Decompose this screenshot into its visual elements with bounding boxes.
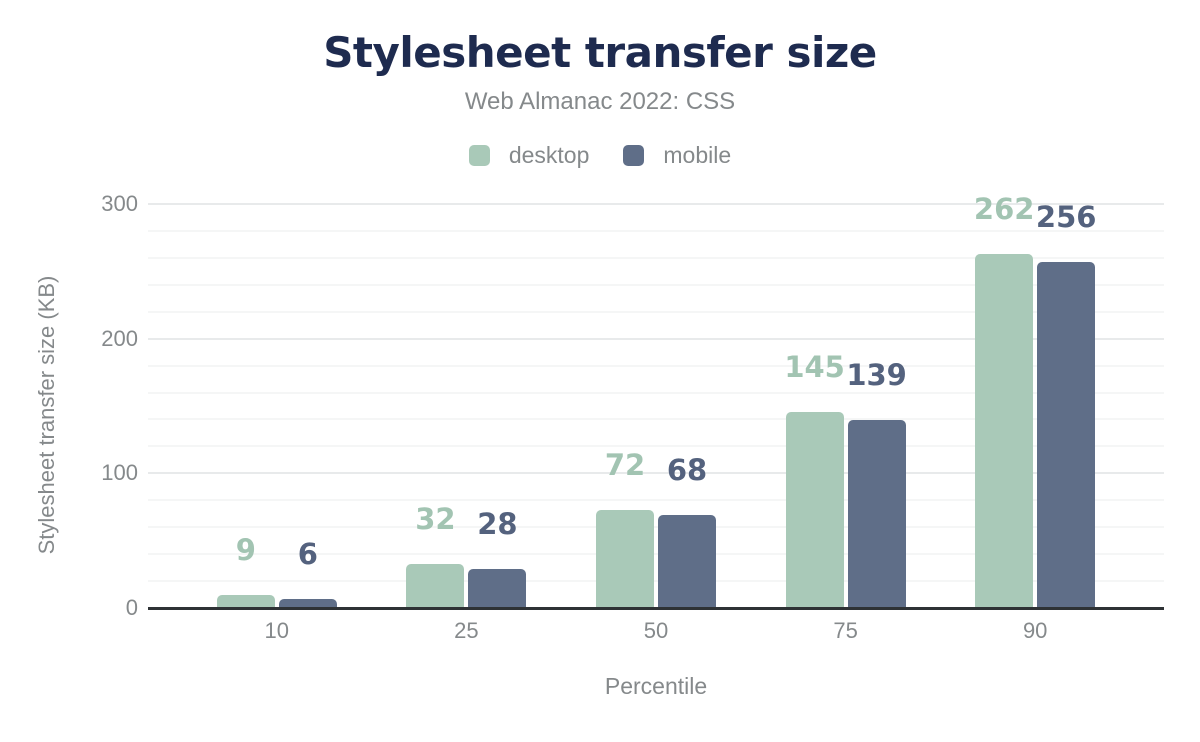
chart-title: Stylesheet transfer size <box>323 28 877 77</box>
chart-subtitle: Web Almanac 2022: CSS <box>464 88 736 115</box>
legend-item-desktop: desktop <box>468 142 590 169</box>
bar-mobile-p75 <box>847 420 906 607</box>
bar-value-desktop-p25: 32 <box>415 502 456 536</box>
x-tick-label: 90 <box>1022 618 1048 643</box>
y-tick-label: 200 <box>101 325 138 351</box>
y-axis-title: Stylesheet transfer size (KB) <box>34 275 59 555</box>
legend-swatch-desktop-icon <box>468 145 490 166</box>
x-tick-label: 10 <box>264 618 290 643</box>
x-tick-label: 50 <box>643 618 669 643</box>
y-tick-label: 100 <box>101 460 138 486</box>
y-tick-label: 300 <box>101 191 138 216</box>
minor-gridline <box>148 418 1164 421</box>
major-gridline <box>148 337 1164 340</box>
minor-gridline <box>148 580 1164 583</box>
bar-value-mobile-p10: 6 <box>297 537 318 571</box>
minor-gridline <box>148 283 1164 286</box>
bar-desktop-p10 <box>216 595 275 607</box>
bar-value-mobile-p75: 139 <box>846 358 907 392</box>
bar-value-mobile-p25: 28 <box>477 507 518 541</box>
minor-gridline <box>148 229 1164 232</box>
major-gridline <box>148 472 1164 475</box>
bar-value-mobile-p90: 256 <box>1035 200 1097 234</box>
y-tick-label: 0 <box>125 595 138 620</box>
bar-desktop-p50 <box>596 510 654 607</box>
x-tick-label: 25 <box>454 618 479 643</box>
x-tick-label: 75 <box>833 618 858 643</box>
minor-gridline <box>148 526 1164 529</box>
minor-gridline <box>148 553 1164 556</box>
bar-mobile-p25 <box>468 569 527 607</box>
chart-legend: desktop mobile <box>0 142 1200 169</box>
minor-gridline <box>148 445 1164 448</box>
legend-item-mobile: mobile <box>623 142 731 169</box>
bar-desktop-p25 <box>406 564 465 607</box>
legend-label-mobile: mobile <box>663 142 732 168</box>
bar-value-mobile-p50: 68 <box>666 453 708 487</box>
bar-value-desktop-p90: 262 <box>973 192 1035 226</box>
minor-gridline <box>148 364 1164 367</box>
bar-mobile-p50 <box>658 515 716 607</box>
minor-gridline <box>148 391 1164 394</box>
minor-gridline <box>148 310 1164 313</box>
bar-mobile-p90 <box>1037 262 1096 607</box>
x-axis-line <box>148 607 1164 610</box>
legend-label-desktop: desktop <box>508 142 590 168</box>
bar-value-desktop-p50: 72 <box>604 448 646 482</box>
bar-desktop-p90 <box>975 254 1034 607</box>
major-gridline <box>148 203 1164 205</box>
bar-mobile-p10 <box>278 599 337 607</box>
bar-desktop-p75 <box>785 412 844 607</box>
minor-gridline <box>148 256 1164 259</box>
legend-swatch-mobile-icon <box>623 145 645 166</box>
bar-value-desktop-p75: 145 <box>784 350 845 384</box>
x-axis-title: Percentile <box>604 673 708 699</box>
bar-value-desktop-p10: 9 <box>235 533 256 567</box>
minor-gridline <box>148 499 1164 502</box>
